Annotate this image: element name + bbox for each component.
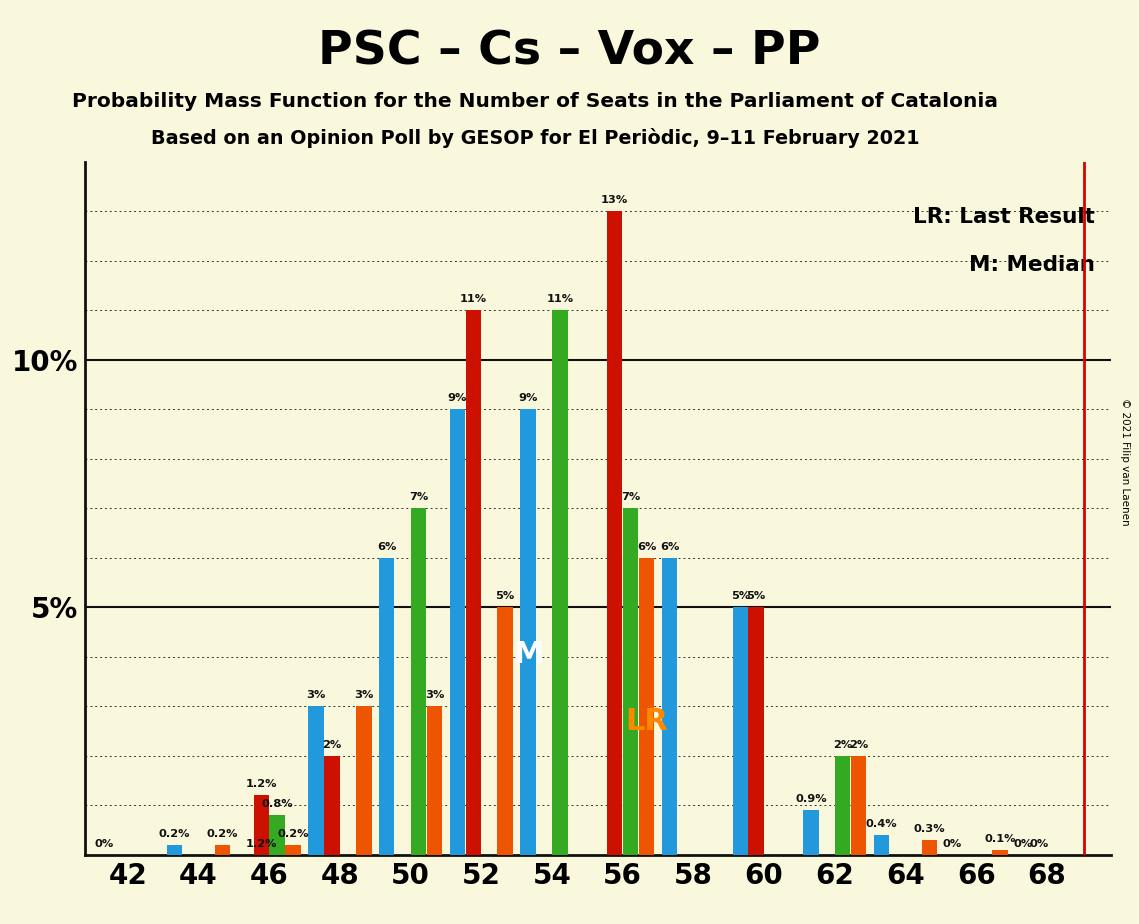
Bar <box>427 706 442 855</box>
Text: 0%: 0% <box>95 839 114 849</box>
Bar <box>214 845 230 855</box>
Text: 0.1%: 0.1% <box>984 833 1016 844</box>
Bar <box>835 756 851 855</box>
Bar <box>325 756 339 855</box>
Text: 7%: 7% <box>409 492 428 503</box>
Text: 9%: 9% <box>518 394 538 403</box>
Bar <box>411 508 426 855</box>
Text: LR: LR <box>625 707 667 736</box>
Text: 11%: 11% <box>547 294 574 304</box>
Bar <box>498 607 513 855</box>
Text: 5%: 5% <box>746 591 765 602</box>
Bar <box>379 558 394 855</box>
Text: 13%: 13% <box>601 195 629 205</box>
Bar <box>450 409 465 855</box>
Bar <box>357 706 371 855</box>
Text: 3%: 3% <box>306 690 326 700</box>
Text: Probability Mass Function for the Number of Seats in the Parliament of Catalonia: Probability Mass Function for the Number… <box>73 92 998 112</box>
Bar <box>992 850 1008 855</box>
Text: 2%: 2% <box>833 740 852 749</box>
Text: 2%: 2% <box>322 740 342 749</box>
Bar <box>874 835 890 855</box>
Text: 0.8%: 0.8% <box>261 799 293 809</box>
Text: 0.3%: 0.3% <box>913 824 945 834</box>
Bar <box>851 756 867 855</box>
Text: 11%: 11% <box>460 294 487 304</box>
Bar <box>167 845 182 855</box>
Text: 0.2%: 0.2% <box>159 829 190 839</box>
Text: LR: Last Result: LR: Last Result <box>913 207 1096 226</box>
Text: 0.2%: 0.2% <box>277 829 309 839</box>
Bar <box>623 508 638 855</box>
Text: © 2021 Filip van Laenen: © 2021 Filip van Laenen <box>1121 398 1130 526</box>
Text: 0.2%: 0.2% <box>206 829 238 839</box>
Bar <box>466 310 481 855</box>
Text: M: M <box>513 639 543 669</box>
Bar <box>521 409 535 855</box>
Text: 6%: 6% <box>637 541 656 552</box>
Bar <box>732 607 748 855</box>
Text: M: Median: M: Median <box>969 255 1096 275</box>
Text: 0.4%: 0.4% <box>866 819 898 829</box>
Text: 1.2%: 1.2% <box>246 779 277 789</box>
Text: 6%: 6% <box>377 541 396 552</box>
Bar <box>552 310 567 855</box>
Bar <box>607 212 623 855</box>
Text: 0%: 0% <box>1014 839 1033 849</box>
Text: 2%: 2% <box>849 740 868 749</box>
Text: Based on an Opinion Poll by GESOP for El Periòdic, 9–11 February 2021: Based on an Opinion Poll by GESOP for El… <box>151 128 919 148</box>
Text: 1.2%: 1.2% <box>246 839 277 849</box>
Text: 5%: 5% <box>730 591 749 602</box>
Text: 9%: 9% <box>448 394 467 403</box>
Bar <box>662 558 678 855</box>
Text: PSC – Cs – Vox – PP: PSC – Cs – Vox – PP <box>318 30 821 75</box>
Bar <box>309 706 323 855</box>
Text: 0.9%: 0.9% <box>795 795 827 804</box>
Text: 3%: 3% <box>354 690 374 700</box>
Text: 5%: 5% <box>495 591 515 602</box>
Text: 0%: 0% <box>1030 839 1049 849</box>
Text: 0%: 0% <box>943 839 962 849</box>
Bar <box>748 607 764 855</box>
Text: 7%: 7% <box>621 492 640 503</box>
Bar <box>254 796 269 855</box>
Bar <box>639 558 654 855</box>
Bar <box>270 815 285 855</box>
Bar <box>921 840 937 855</box>
Text: 6%: 6% <box>659 541 679 552</box>
Bar <box>803 810 819 855</box>
Text: 3%: 3% <box>425 690 444 700</box>
Bar <box>286 845 301 855</box>
